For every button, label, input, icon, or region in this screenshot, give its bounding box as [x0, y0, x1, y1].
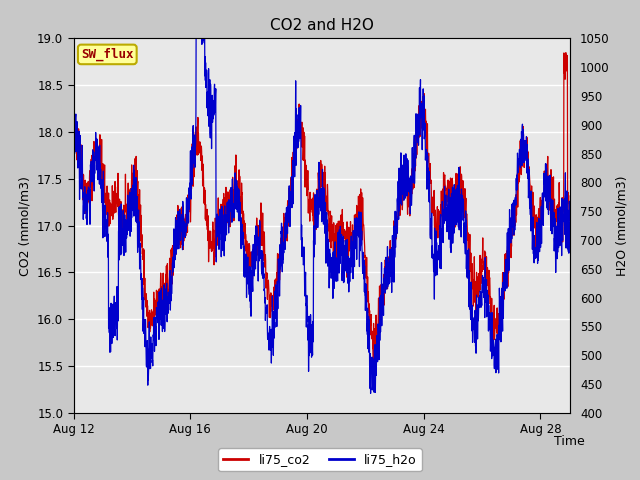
Y-axis label: H2O (mmol/m3): H2O (mmol/m3): [615, 175, 628, 276]
Y-axis label: CO2 (mmol/m3): CO2 (mmol/m3): [19, 176, 31, 276]
Legend: li75_co2, li75_h2o: li75_co2, li75_h2o: [218, 448, 422, 471]
Title: CO2 and H2O: CO2 and H2O: [269, 18, 374, 33]
Text: SW_flux: SW_flux: [81, 48, 134, 61]
X-axis label: Time: Time: [554, 435, 584, 448]
